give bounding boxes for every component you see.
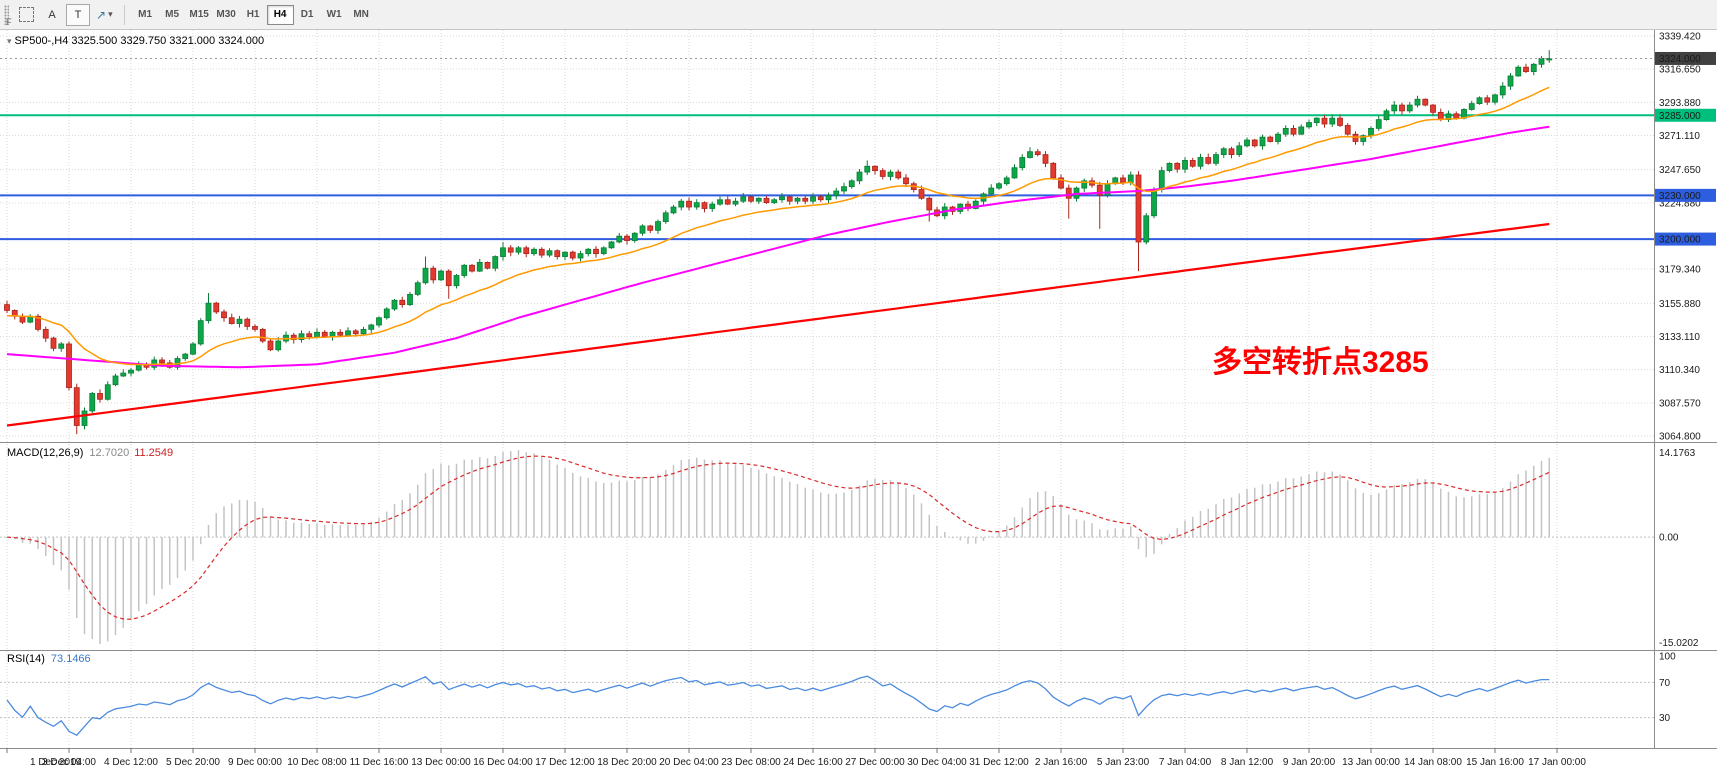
svg-text:11 Dec 16:00: 11 Dec 16:00 [350, 757, 409, 768]
toolbar-corner-label: F [6, 17, 12, 27]
svg-text:27 Dec 00:00: 27 Dec 00:00 [845, 757, 905, 768]
level-price-badge: 3200.000 [1655, 232, 1716, 246]
macd-panel [0, 450, 1654, 644]
svg-text:3324.000: 3324.000 [1659, 54, 1701, 65]
panel-separators [0, 30, 1717, 749]
svg-text:3155.880: 3155.880 [1659, 299, 1701, 310]
svg-text:23 Dec 08:00: 23 Dec 08:00 [721, 757, 781, 768]
svg-text:3179.340: 3179.340 [1659, 265, 1701, 276]
candles-layer [4, 50, 1553, 435]
macd-main-value: 12.7020 [89, 447, 130, 459]
svg-text:3271.110: 3271.110 [1659, 131, 1700, 142]
line-studies-dropdown-button[interactable]: ↗ ▾ [92, 4, 117, 26]
svg-text:3087.570: 3087.570 [1659, 398, 1701, 409]
toolbar: A T ↗ ▾ M1 M5 M15 M30 H1 H4 D1 W1 MN [0, 0, 1717, 30]
chart-ohlc-label: 3325.500 3329.750 3321.000 3324.000 [71, 35, 265, 47]
macd-name: MACD(12,26,9) [7, 447, 84, 459]
svg-text:3247.650: 3247.650 [1659, 165, 1701, 176]
svg-text:9 Dec 00:00: 9 Dec 00:00 [228, 757, 282, 768]
svg-text:5 Jan 23:00: 5 Jan 23:00 [1097, 757, 1150, 768]
svg-text:7 Jan 04:00: 7 Jan 04:00 [1159, 757, 1212, 768]
svg-text:17 Dec 12:00: 17 Dec 12:00 [535, 757, 595, 768]
svg-text:3285.000: 3285.000 [1659, 111, 1701, 122]
timeframe-button-m15[interactable]: M15 [186, 5, 213, 25]
toolbar-drag-handle[interactable] [4, 4, 9, 25]
current-price-badge: 3324.000 [1655, 51, 1716, 65]
svg-text:10 Dec 08:00: 10 Dec 08:00 [287, 757, 347, 768]
timeframe-button-h4[interactable]: H4 [266, 4, 294, 25]
svg-text:30 Dec 04:00: 30 Dec 04:00 [907, 757, 967, 768]
svg-text:16 Dec 04:00: 16 Dec 04:00 [473, 757, 533, 768]
timeframe-button-m30[interactable]: M30 [213, 5, 240, 25]
svg-text:3110.340: 3110.340 [1659, 365, 1700, 376]
svg-text:2 Jan 16:00: 2 Jan 16:00 [1035, 757, 1088, 768]
indicator-axis[interactable]: 14.1763 0.00 -15.0202 100 70 30 [1659, 448, 1699, 724]
level-price-badge: 3285.000 [1655, 108, 1716, 122]
svg-text:70: 70 [1659, 678, 1671, 689]
svg-text:3200.000: 3200.000 [1659, 235, 1701, 246]
svg-text:15 Jan 16:00: 15 Jan 16:00 [1466, 757, 1524, 768]
line-studies-icon: ↗ [96, 7, 107, 22]
timeframe-button-m5[interactable]: M5 [159, 5, 186, 25]
chart-title: ▾ SP500-,H4 3325.500 3329.750 3321.000 33… [7, 35, 264, 47]
text-tool-button[interactable]: T [66, 3, 90, 26]
svg-text:14 Jan 08:00: 14 Jan 08:00 [1404, 757, 1462, 768]
rsi-indicator-label: RSI(14) 73.1466 [7, 653, 91, 665]
timeframe-button-h1[interactable]: H1 [240, 5, 267, 25]
svg-text:8 Jan 12:00: 8 Jan 12:00 [1221, 757, 1274, 768]
timeframe-button-d1[interactable]: D1 [294, 5, 321, 25]
svg-text:24 Dec 16:00: 24 Dec 16:00 [783, 757, 843, 768]
rsi-value: 73.1466 [50, 653, 91, 665]
level-price-badge: 3230.000 [1655, 188, 1716, 202]
svg-text:30: 30 [1659, 713, 1671, 724]
grid-lines [0, 30, 1654, 748]
chart-annotation-text[interactable]: 多空转折点3285 [1212, 346, 1429, 379]
svg-text:5 Dec 20:00: 5 Dec 20:00 [166, 757, 220, 768]
svg-text:13 Dec 00:00: 13 Dec 00:00 [411, 757, 471, 768]
svg-text:14.1763: 14.1763 [1659, 448, 1696, 459]
svg-text:18 Dec 20:00: 18 Dec 20:00 [597, 757, 657, 768]
svg-text:3224.880: 3224.880 [1659, 198, 1701, 209]
quote-dropdown-icon[interactable]: ▾ [7, 36, 12, 46]
chevron-down-icon: ▾ [108, 9, 113, 19]
svg-text:17 Jan 00:00: 17 Jan 00:00 [1528, 757, 1586, 768]
svg-text:3 Dec 04:00: 3 Dec 04:00 [42, 757, 96, 768]
timeframe-toolbar: M1 M5 M15 M30 H1 H4 D1 W1 MN [132, 4, 375, 25]
annotation-tool-a-button[interactable]: A [40, 4, 64, 26]
level-lines[interactable] [0, 114, 1654, 241]
timeframe-button-m1[interactable]: M1 [132, 5, 159, 25]
svg-text:1 Dec 2019: 1 Dec 2019 [30, 757, 82, 768]
svg-text:0.00: 0.00 [1659, 533, 1679, 544]
macd-signal-value: 11.2549 [134, 447, 174, 459]
rsi-name: RSI(14) [7, 653, 45, 665]
svg-text:3293.880: 3293.880 [1659, 98, 1701, 109]
chart-symbol-label: SP500-,H4 [14, 35, 69, 47]
timeframe-button-mn[interactable]: MN [348, 5, 375, 25]
svg-text:31 Dec 12:00: 31 Dec 12:00 [969, 757, 1029, 768]
svg-text:-15.0202: -15.0202 [1659, 638, 1699, 649]
svg-text:20 Dec 04:00: 20 Dec 04:00 [659, 757, 719, 768]
svg-text:3339.420: 3339.420 [1659, 32, 1701, 43]
selection-box-icon [18, 7, 34, 22]
svg-text:100: 100 [1659, 652, 1676, 663]
moving-averages-layer [6, 86, 1550, 427]
svg-text:3230.000: 3230.000 [1659, 191, 1701, 202]
toolbar-separator [123, 4, 125, 25]
svg-text:3316.650: 3316.650 [1659, 65, 1701, 76]
timeframe-button-w1[interactable]: W1 [321, 5, 348, 25]
rsi-panel [0, 675, 1654, 737]
cursor-selection-tool-button[interactable] [14, 4, 38, 26]
svg-text:4 Dec 12:00: 4 Dec 12:00 [104, 757, 158, 768]
macd-indicator-label: MACD(12,26,9) 12.7020 11.2549 [7, 447, 173, 459]
svg-text:9 Jan 20:00: 9 Jan 20:00 [1283, 757, 1336, 768]
svg-text:13 Jan 00:00: 13 Jan 00:00 [1342, 757, 1400, 768]
svg-text:3064.800: 3064.800 [1659, 432, 1701, 443]
svg-text:3133.110: 3133.110 [1659, 332, 1700, 343]
price-axis[interactable]: 3339.420 3316.650 3293.880 3271.110 3247.650… [1655, 32, 1716, 443]
